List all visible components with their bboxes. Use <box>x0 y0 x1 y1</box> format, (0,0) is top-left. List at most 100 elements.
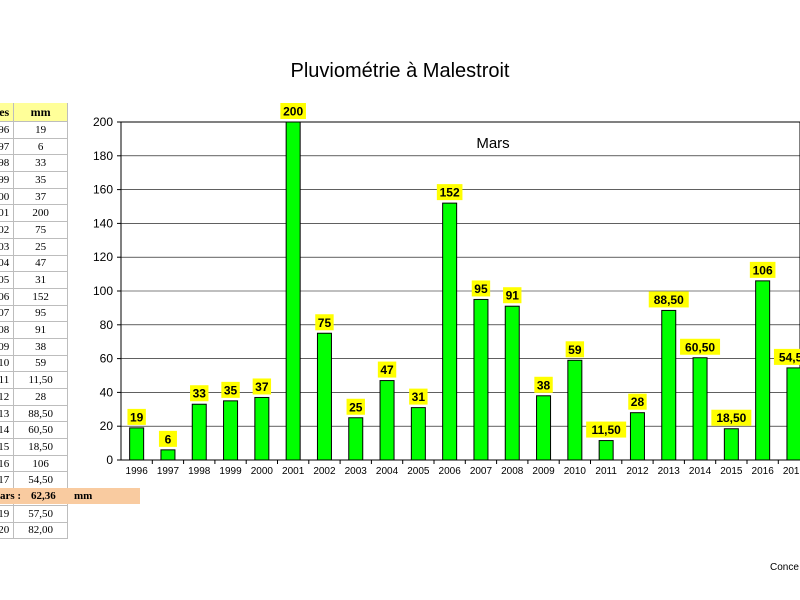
table-header-year: ées <box>0 103 15 122</box>
data-label: 25 <box>349 400 363 414</box>
table-row: 06 152 <box>0 288 68 306</box>
y-tick-label: 140 <box>93 216 113 230</box>
table-year-cell: 11 <box>0 371 15 389</box>
bars <box>129 121 800 461</box>
x-tick-label: 2006 <box>439 466 462 477</box>
table-value-cell: 28 <box>13 388 68 406</box>
y-tick-label: 180 <box>93 149 113 163</box>
data-label: 60,50 <box>685 340 715 354</box>
data-label: 37 <box>255 380 269 394</box>
table-year-cell: 08 <box>0 321 15 339</box>
table-row: 09 38 <box>0 338 68 356</box>
data-label: 38 <box>537 378 551 392</box>
bar <box>285 121 301 461</box>
bar <box>223 400 239 461</box>
bar <box>254 396 270 461</box>
x-tick-label: 2004 <box>376 466 399 477</box>
table-row: 11 11,50 <box>0 371 68 389</box>
table-row: 12 28 <box>0 388 68 406</box>
table-row: 15 18,50 <box>0 438 68 456</box>
x-tick-label: 2010 <box>564 466 587 477</box>
data-label-bg <box>648 291 689 308</box>
bar <box>379 380 395 461</box>
data-label: 47 <box>380 363 394 377</box>
data-label: 106 <box>753 263 773 277</box>
data-label-bg <box>409 388 428 405</box>
table-row: 17 54,50 <box>0 471 68 490</box>
table-value-cell: 57,50 <box>13 505 68 523</box>
table-year-cell: 13 <box>0 405 15 423</box>
y-tick-label: 160 <box>93 183 113 197</box>
x-tick-label: 2003 <box>345 466 368 477</box>
table-row: 03 25 <box>0 238 68 256</box>
table-value-cell: 88,50 <box>13 405 68 423</box>
x-axis-labels: 1996 1997 1998 1999 2000 2001 2002 2003 2004 2005… <box>126 460 800 477</box>
table-row: 13 88,50 <box>0 405 68 423</box>
data-label: 19 <box>130 410 144 424</box>
data-label: 11,50 <box>591 423 621 437</box>
chart-title: Mars <box>476 135 509 152</box>
y-tick-label: 120 <box>93 250 113 264</box>
bar <box>661 309 677 461</box>
bar <box>755 280 771 461</box>
average-value: 62,36 <box>31 490 56 502</box>
average-unit: mm <box>74 490 93 502</box>
bar <box>723 428 739 461</box>
table-row: 16 106 <box>0 455 68 473</box>
data-label-bg <box>711 409 752 426</box>
data-label: 152 <box>440 186 460 200</box>
average-label: ars : <box>0 490 22 502</box>
y-tick-label: 40 <box>100 385 114 399</box>
data-label-bg <box>190 385 209 402</box>
table-header-row: ées mm <box>0 103 68 122</box>
y-tick-label: 60 <box>100 352 114 366</box>
average-row: ars : 62,36 mm <box>0 488 140 504</box>
data-label-bg <box>252 378 272 395</box>
table-year-cell: 99 <box>0 171 15 189</box>
bar <box>473 298 489 461</box>
y-axis-ticks: 0 20 40 60 80 100 120 140 160 180 200 <box>93 115 121 467</box>
table-row: 98 33 <box>0 154 68 173</box>
table-value-cell: 82,00 <box>13 522 68 540</box>
table-year-cell: 10 <box>0 355 15 373</box>
bar <box>629 412 645 461</box>
data-label: 88,50 <box>654 293 684 307</box>
data-label-bg <box>315 314 334 331</box>
table-row: 04 47 <box>0 255 68 273</box>
table-year-cell: 19 <box>0 505 15 523</box>
bar <box>598 440 614 461</box>
bar <box>160 449 176 461</box>
table-year-cell: 96 <box>0 121 15 139</box>
data-label-bg <box>377 361 397 378</box>
table-year-cell: 01 <box>0 204 15 223</box>
bar <box>191 403 207 461</box>
table-value-cell: 38 <box>13 338 68 356</box>
x-tick-label: 1998 <box>188 466 211 477</box>
data-label: 31 <box>412 390 426 404</box>
bar <box>504 305 520 461</box>
bar <box>786 367 800 461</box>
table-row: 19 57,50 <box>0 505 68 523</box>
table-row: 97 6 <box>0 138 68 156</box>
data-label: 200 <box>283 105 303 119</box>
data-label: 54,50 <box>779 350 800 364</box>
bar <box>442 202 458 461</box>
data-label: 18,50 <box>716 411 746 425</box>
x-tick-label: 2008 <box>501 466 524 477</box>
data-label: 6 <box>165 432 172 446</box>
x-tick-label: 2002 <box>313 466 336 477</box>
bar <box>410 407 426 461</box>
y-tick-label: 200 <box>93 115 113 129</box>
data-label-bg <box>586 421 627 438</box>
bar <box>129 427 145 461</box>
table-value-cell: 95 <box>13 305 68 323</box>
table-year-cell: 98 <box>0 154 15 173</box>
y-tick-label: 80 <box>100 318 114 332</box>
table-year-cell: 04 <box>0 255 15 273</box>
data-labels: 19 6 33 35 37 200 75 25 47 31 152 95 91 38 59 11,50 28 88… <box>127 103 800 447</box>
x-tick-label: 1997 <box>157 466 180 477</box>
table-row: 01 200 <box>0 204 68 223</box>
data-label-bg <box>680 338 721 355</box>
data-label-bg <box>534 376 553 393</box>
x-tick-label: 1996 <box>126 466 149 477</box>
